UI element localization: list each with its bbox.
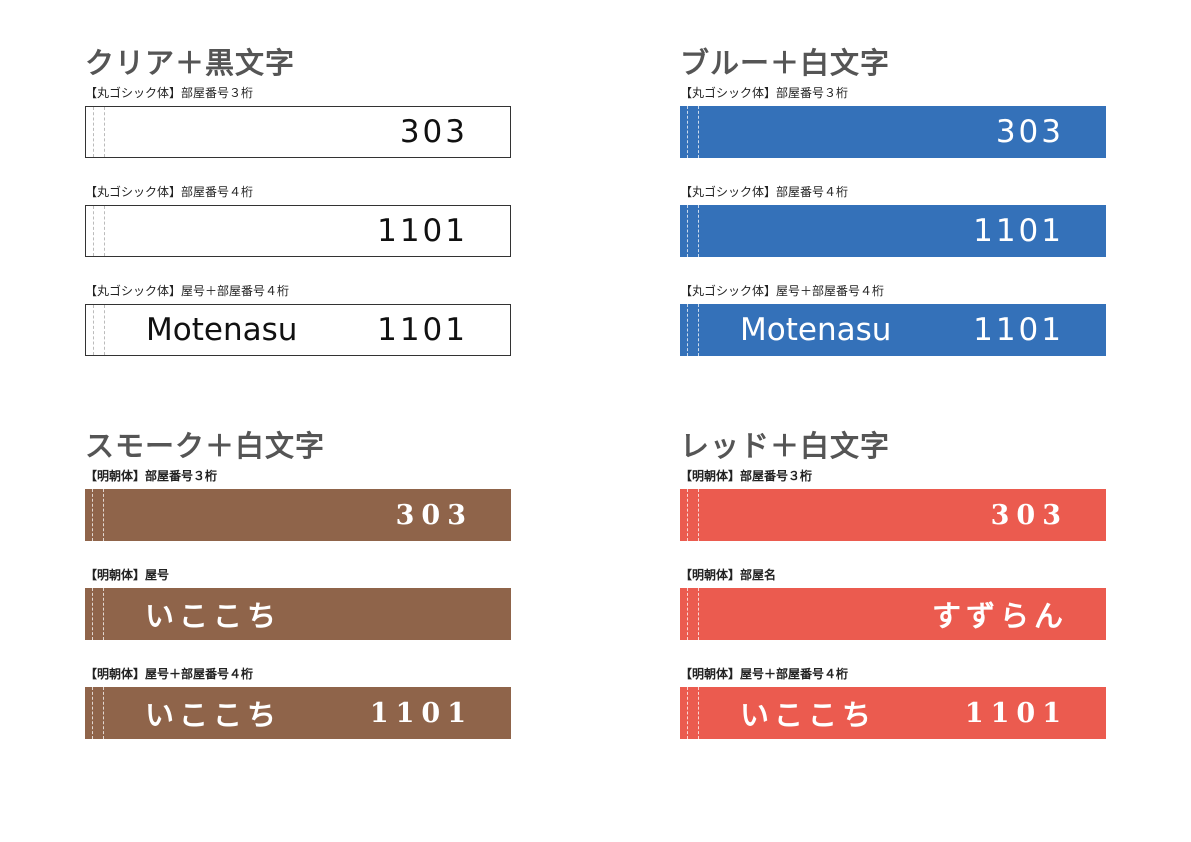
room-number: 303 xyxy=(995,114,1064,150)
cut-guide-line xyxy=(687,304,688,356)
business-name: いここち xyxy=(740,698,877,732)
cut-guide-line xyxy=(92,588,93,640)
plate-caption: 【明朝体】屋号 xyxy=(85,568,170,582)
cut-guide-line xyxy=(104,206,105,256)
cut-guide-line xyxy=(687,489,688,541)
section-title: クリア＋黒文字 xyxy=(85,46,296,80)
cut-guide-line xyxy=(687,205,688,257)
plate-caption: 【明朝体】屋号＋部屋番号４桁 xyxy=(680,667,849,681)
cut-guide-line xyxy=(104,107,105,157)
cut-guide-line xyxy=(103,687,104,739)
section-title: レッド＋白文字 xyxy=(680,429,891,463)
room-name: すずらん xyxy=(931,599,1068,633)
nameplate-sample: いここち 1101 xyxy=(85,687,511,739)
cut-guide-line xyxy=(698,205,699,257)
nameplate-sample: すずらん xyxy=(680,588,1106,640)
plate-caption: 【丸ゴシック体】屋号＋部屋番号４桁 xyxy=(680,284,885,298)
cut-guide-line xyxy=(687,687,688,739)
business-name: いここち xyxy=(145,698,282,732)
room-number: 1101 xyxy=(377,312,468,348)
cut-guide-line xyxy=(104,305,105,355)
plate-caption: 【丸ゴシック体】部屋番号４桁 xyxy=(680,185,849,199)
cut-guide-line xyxy=(698,687,699,739)
plate-caption: 【丸ゴシック体】部屋番号３桁 xyxy=(680,86,849,100)
room-number: 1101 xyxy=(369,697,473,729)
business-name: Motenasu xyxy=(740,312,892,348)
cut-guide-line xyxy=(93,107,94,157)
business-name: Motenasu xyxy=(146,312,298,348)
nameplate-sample: 303 xyxy=(680,489,1106,541)
cut-guide-line xyxy=(103,588,104,640)
cut-guide-line xyxy=(103,489,104,541)
plate-caption: 【丸ゴシック体】部屋番号４桁 xyxy=(85,185,254,199)
cut-guide-line xyxy=(93,206,94,256)
nameplate-sample: いここち 1101 xyxy=(680,687,1106,739)
cut-guide-line xyxy=(92,687,93,739)
cut-guide-line xyxy=(698,588,699,640)
room-number: 1101 xyxy=(973,312,1064,348)
nameplate-sample: Motenasu 1101 xyxy=(680,304,1106,356)
cut-guide-line xyxy=(92,489,93,541)
cut-guide-line xyxy=(93,305,94,355)
section-title: ブルー＋白文字 xyxy=(680,46,891,80)
nameplate-sample: Motenasu 1101 xyxy=(85,304,511,356)
room-number: 1101 xyxy=(964,697,1068,729)
cut-guide-line xyxy=(698,489,699,541)
room-number: 303 xyxy=(395,499,473,531)
business-name: いここち xyxy=(145,599,282,633)
nameplate-sample: 303 xyxy=(85,106,511,158)
nameplate-sample: 1101 xyxy=(85,205,511,257)
room-number: 303 xyxy=(399,114,468,150)
section-title: スモーク＋白文字 xyxy=(85,429,326,463)
nameplate-sample: 303 xyxy=(85,489,511,541)
plate-caption: 【明朝体】部屋名 xyxy=(680,568,777,582)
cut-guide-line xyxy=(698,106,699,158)
cut-guide-line xyxy=(698,304,699,356)
room-number: 1101 xyxy=(973,213,1064,249)
plate-caption: 【丸ゴシック体】屋号＋部屋番号４桁 xyxy=(85,284,290,298)
plate-caption: 【丸ゴシック体】部屋番号３桁 xyxy=(85,86,254,100)
nameplate-sample: 1101 xyxy=(680,205,1106,257)
plate-caption: 【明朝体】屋号＋部屋番号４桁 xyxy=(85,667,254,681)
plate-caption: 【明朝体】部屋番号３桁 xyxy=(85,469,218,483)
nameplate-sample: 303 xyxy=(680,106,1106,158)
room-number: 1101 xyxy=(377,213,468,249)
cut-guide-line xyxy=(687,106,688,158)
nameplate-sample: いここち xyxy=(85,588,511,640)
plate-caption: 【明朝体】部屋番号３桁 xyxy=(680,469,813,483)
cut-guide-line xyxy=(687,588,688,640)
room-number: 303 xyxy=(990,499,1068,531)
